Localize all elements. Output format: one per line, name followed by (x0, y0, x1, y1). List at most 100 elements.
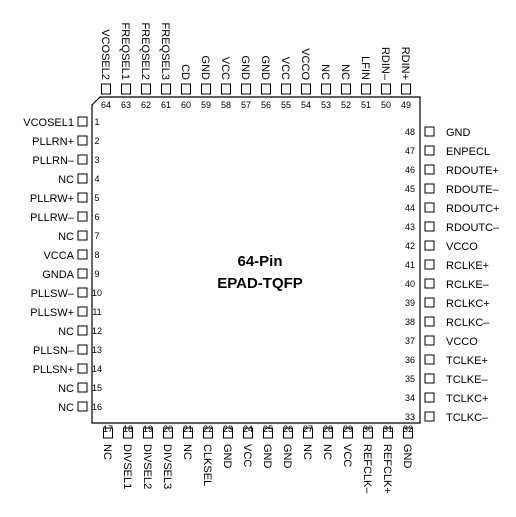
pin-number-label: 38 (405, 317, 415, 327)
pin-pad (303, 427, 313, 439)
pin-number-label: 13 (92, 345, 102, 355)
pin-pad (403, 427, 413, 439)
pins-layer: VCOSEL1 1 PLLRN+ 2 PLLRN– 3 NC 4 PLLRW+ 5 PLLRW– 6 N… (23, 23, 500, 495)
pin-pad (241, 83, 251, 95)
pin-pad (181, 83, 191, 95)
pin-number-label: 62 (141, 100, 151, 110)
pin-name-label: VCOSEL1 (23, 117, 74, 129)
pin-name-label: FREQSEL3 (159, 23, 171, 80)
pin-number-label: 3 (94, 155, 99, 165)
pin-number-label: 48 (405, 127, 415, 137)
pin-name-label: NC (339, 64, 351, 80)
pin-pad (101, 83, 111, 95)
pin-pad (361, 83, 371, 95)
pin-pad (201, 83, 211, 95)
pin-pad (77, 230, 88, 241)
pin-number-label: 23 (223, 424, 233, 434)
pin-pad (341, 83, 351, 95)
pin-name-label: FREQSEL1 (119, 23, 131, 80)
pin-pad (424, 221, 435, 232)
pin-name-label: GND (401, 444, 413, 469)
pin-pad (424, 392, 435, 403)
pin-name-label: GND (259, 56, 271, 81)
pin-pad (424, 354, 435, 365)
pin-name-label: TCLKE+ (446, 355, 488, 367)
pin-name-label: PLLSW+ (30, 307, 74, 319)
pin-number-label: 10 (92, 288, 102, 298)
pin-pad (424, 202, 435, 213)
pin-number-label: 18 (123, 424, 133, 434)
pin-pad (223, 427, 233, 439)
pin-name-label: GND (261, 444, 273, 469)
pin-number-label: 39 (405, 298, 415, 308)
pin-number-label: 32 (403, 424, 413, 434)
pin-pad (163, 427, 173, 439)
pin-pad (77, 325, 88, 336)
pin-pad (161, 83, 171, 95)
pin-pad (301, 83, 311, 95)
pin-number-label: 46 (405, 165, 415, 175)
pin-number-label: 41 (405, 260, 415, 270)
pin-pad (424, 183, 435, 194)
pin-name-label: RDOUTC– (446, 222, 500, 234)
pin-name-label: LFIN (359, 56, 371, 80)
pin-number-label: 35 (405, 374, 415, 384)
pin-pad (143, 427, 153, 439)
pin-number-label: 17 (103, 424, 113, 434)
pin-name-label: FREQSEL2 (139, 23, 151, 80)
pin-name-label: TCLKC– (446, 412, 489, 424)
pin-number-label: 54 (301, 100, 311, 110)
pin-pad (263, 427, 273, 439)
pin-pad (424, 259, 435, 270)
pin-name-label: RDIN– (379, 47, 391, 81)
pin-number-label: 16 (92, 402, 102, 412)
pin-pad (321, 83, 331, 95)
pin-pad (401, 83, 411, 95)
pin-number-label: 1 (94, 117, 99, 127)
pin-number-label: 43 (405, 222, 415, 232)
pin-number-label: 60 (181, 100, 191, 110)
pin-pad (424, 240, 435, 251)
pin-pad (261, 83, 271, 95)
pin-pad (77, 154, 88, 165)
pin-number-label: 22 (203, 424, 213, 434)
pin-name-label: VCC (219, 57, 231, 80)
chip-body (91, 96, 421, 424)
pin-name-label: RCLKE– (446, 279, 490, 291)
pin-pad (243, 427, 253, 439)
pin-pad (77, 401, 88, 412)
pin-pad (77, 287, 88, 298)
pin-pad (121, 83, 131, 95)
pin-name-label: NC (321, 444, 333, 460)
pin-pad (77, 382, 88, 393)
pin-name-label: GND (239, 56, 251, 81)
pin-number-label: 53 (321, 100, 331, 110)
pin-name-label: VCC (341, 444, 353, 467)
pin-name-label: RDOUTE– (446, 184, 499, 196)
pin-pad (77, 344, 88, 355)
pin-number-label: 37 (405, 336, 415, 346)
pin-pad (221, 83, 231, 95)
pin-pad (424, 316, 435, 327)
pin-number-label: 30 (363, 424, 373, 434)
pin-name-label: NC (58, 326, 74, 338)
pin-number-label: 64 (101, 100, 111, 110)
pin-number-label: 49 (401, 100, 411, 110)
pin-pad (77, 211, 88, 222)
pin-pad (103, 427, 113, 439)
pin-name-label: ENPECL (446, 146, 490, 158)
pin-number-label: 6 (94, 212, 99, 222)
pin-number-label: 51 (361, 100, 371, 110)
pin-name-label: PLLRN– (32, 155, 74, 167)
pin-number-label: 7 (94, 231, 99, 241)
pin-pad (424, 297, 435, 308)
pin-number-label: 36 (405, 355, 415, 365)
pin-number-label: 33 (405, 412, 415, 422)
pin-number-label: 56 (261, 100, 271, 110)
pin-pad (77, 116, 88, 127)
pin-name-label: RDOUTC+ (446, 203, 499, 215)
pin-name-label: NC (58, 402, 74, 414)
pin-name-label: NC (58, 383, 74, 395)
pin-name-label: NC (58, 174, 74, 186)
pin-name-label: PLLRW– (30, 212, 75, 224)
